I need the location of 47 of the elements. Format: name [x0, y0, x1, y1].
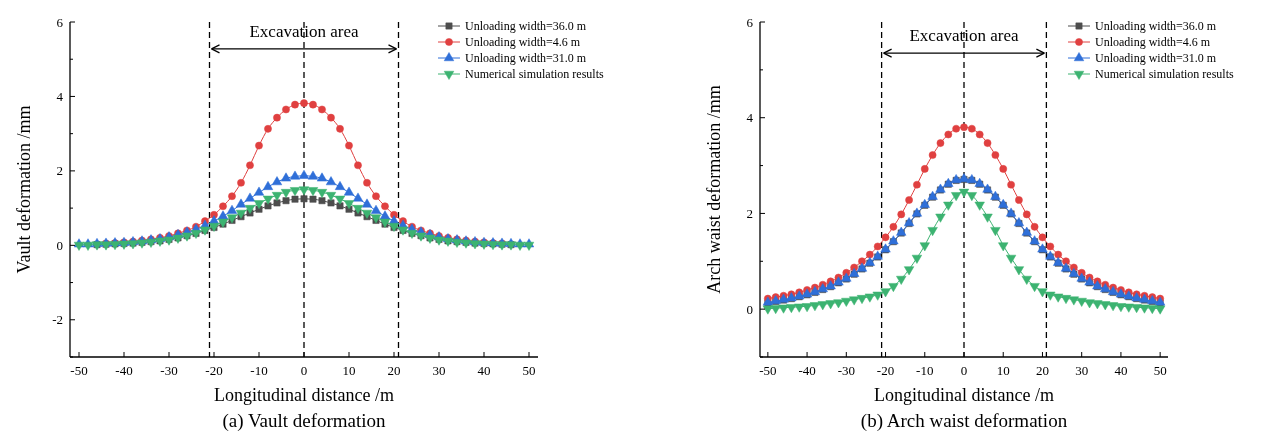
- legend-label: Numerical simulation results: [465, 67, 604, 82]
- legend-label: Numerical simulation results: [1095, 67, 1234, 82]
- x-axis-title: Longitudinal distance /m: [874, 385, 1054, 405]
- x-tick-label: 50: [1153, 363, 1167, 378]
- y-tick-label: 0: [56, 237, 63, 253]
- x-tick-label: 20: [387, 363, 401, 378]
- legend-label: Unloading width=36.0 m: [1095, 19, 1217, 34]
- y-axis-title: Vault deformation /mm: [14, 105, 34, 274]
- legend-label: Unloading width=36.0 m: [465, 19, 587, 34]
- x-tick-label: 0: [300, 363, 308, 378]
- x-tick-label: -50: [759, 363, 777, 378]
- x-tick-label: 40: [477, 363, 491, 378]
- x-tick-label: 0: [960, 363, 968, 378]
- y-tick-label: 4: [746, 110, 754, 126]
- y-tick-label: 0: [746, 301, 753, 317]
- x-tick-label: 10: [342, 363, 356, 378]
- x-tick-label: 10: [996, 363, 1010, 378]
- text: (b) Arch waist deformation: [860, 410, 1068, 432]
- x-tick-label: 50: [522, 363, 536, 378]
- x-tick-label: -20: [205, 363, 223, 378]
- legend-label: Unloading width=31.0 m: [465, 51, 587, 66]
- x-tick-label: 40: [1114, 363, 1128, 378]
- x-tick-label: -10: [916, 363, 934, 378]
- y-axis-title: Arch waist deformation /mm: [704, 85, 724, 294]
- text: (a) Vault deformation: [222, 410, 387, 432]
- x-tick-label: 20: [1035, 363, 1049, 378]
- y-tick-label: -2: [52, 312, 63, 328]
- x-tick-label: -20: [876, 363, 895, 378]
- annotation: Excavation area: [249, 21, 359, 41]
- x-axis-title: Longitudinal distance /m: [214, 385, 394, 405]
- x-tick-label: -40: [115, 363, 133, 378]
- y-tick-label: 2: [56, 163, 63, 179]
- y-tick-label: 6: [56, 14, 64, 30]
- x-tick-label: -30: [160, 363, 178, 378]
- x-tick-label: 30: [432, 363, 446, 378]
- y-tick-label: 2: [746, 205, 753, 221]
- y-tick-label: 4: [56, 88, 64, 104]
- legend-label: Unloading width=31.0 m: [1095, 51, 1217, 66]
- x-tick-label: -40: [798, 363, 816, 378]
- x-tick-label: -10: [250, 363, 268, 378]
- x-tick-label: -50: [70, 363, 88, 378]
- legend-label: Unloading width=4.6 m: [1095, 35, 1211, 50]
- annotation: Excavation area: [909, 26, 1019, 46]
- x-tick-label: -30: [837, 363, 855, 378]
- x-tick-label: 30: [1075, 363, 1089, 378]
- y-tick-label: 6: [746, 14, 754, 30]
- legend-label: Unloading width=4.6 m: [465, 35, 581, 50]
